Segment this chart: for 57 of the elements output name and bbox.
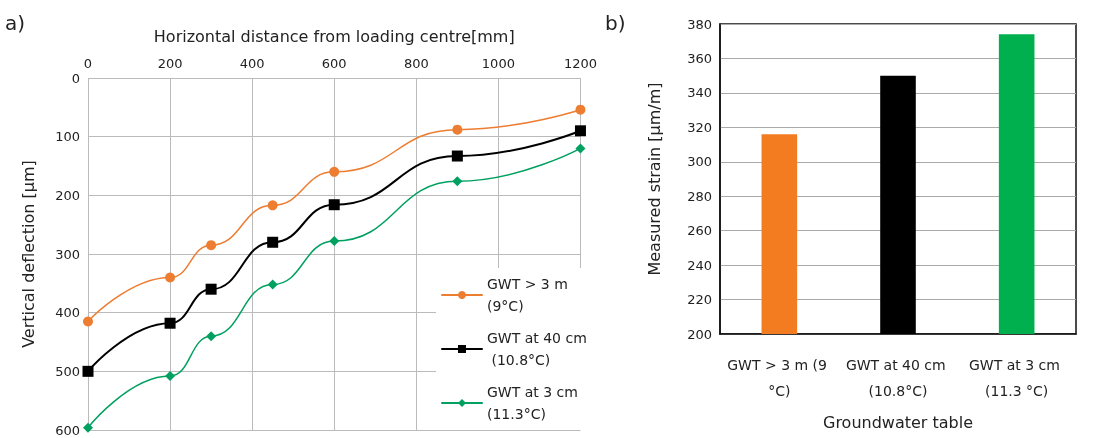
x-axis-title: Groundwater table bbox=[822, 412, 974, 432]
y-tick-label: 300 bbox=[687, 154, 712, 170]
point bbox=[575, 104, 586, 115]
x-tick-label: 1200 bbox=[563, 56, 597, 71]
x-axis-title: Horizontal distance from loading centre[mm] bbox=[153, 26, 515, 46]
point bbox=[267, 236, 279, 248]
x-tick-label: GWT at 40 cm (10.8°C) bbox=[845, 357, 951, 399]
point bbox=[83, 316, 93, 327]
x-tick-label: 0 bbox=[83, 56, 93, 71]
y-tick-label: 300 bbox=[55, 246, 80, 262]
point bbox=[329, 166, 340, 177]
y-tick-label: 220 bbox=[687, 292, 712, 308]
y-tick-label: 380 bbox=[687, 16, 712, 32]
point bbox=[574, 125, 586, 137]
point bbox=[164, 317, 176, 329]
y-tick-label: 260 bbox=[687, 223, 712, 239]
x-tick-label: GWT > 3 m (9 °C) bbox=[727, 357, 832, 399]
legend-label: GWT at 40 cm (10.8°C) bbox=[487, 330, 587, 368]
y-tick-label: 200 bbox=[687, 326, 712, 342]
y-tick-label: 200 bbox=[55, 187, 80, 203]
x-tick-label: 1000 bbox=[481, 56, 515, 71]
y-tick-label: 360 bbox=[687, 50, 712, 66]
x-tick-label: 800 bbox=[403, 56, 429, 71]
y-axis-title: Measured strain [µm/m] bbox=[644, 82, 664, 276]
y-tick-label: 100 bbox=[55, 129, 80, 145]
y-tick-label: 400 bbox=[55, 305, 80, 321]
chart-title: b) bbox=[605, 11, 626, 35]
point bbox=[575, 143, 586, 154]
point bbox=[328, 199, 340, 211]
y-axis-title: Vertical deflection [µm] bbox=[18, 160, 38, 348]
y-tick-label: 600 bbox=[55, 422, 80, 438]
point bbox=[452, 124, 463, 135]
point bbox=[452, 176, 463, 187]
point bbox=[205, 283, 217, 295]
x-tick-label: 200 bbox=[157, 56, 183, 71]
point bbox=[206, 240, 217, 251]
point bbox=[165, 272, 176, 283]
point bbox=[165, 371, 176, 382]
point bbox=[267, 279, 278, 290]
x-tick-label: 400 bbox=[239, 56, 265, 71]
point bbox=[329, 236, 340, 247]
x-tick-label: 600 bbox=[321, 56, 347, 71]
y-tick-label: 0 bbox=[71, 70, 80, 86]
y-tick-label: 280 bbox=[687, 188, 712, 204]
point bbox=[451, 150, 463, 162]
chart-title: a) bbox=[5, 11, 26, 35]
legend-label: GWT at 3 cm (11.3°C) bbox=[487, 384, 583, 422]
point bbox=[267, 200, 278, 211]
x-tick-label: GWT at 3 cm (11.3 °C) bbox=[968, 357, 1065, 399]
y-tick-label: 500 bbox=[55, 363, 80, 379]
y-tick-label: 240 bbox=[687, 257, 712, 273]
y-tick-label: 340 bbox=[687, 85, 712, 101]
point bbox=[82, 365, 94, 377]
legend-label: GWT > 3 m (9°C) bbox=[487, 276, 573, 314]
y-tick-label: 320 bbox=[687, 119, 712, 135]
point bbox=[83, 422, 93, 433]
point bbox=[206, 331, 217, 342]
